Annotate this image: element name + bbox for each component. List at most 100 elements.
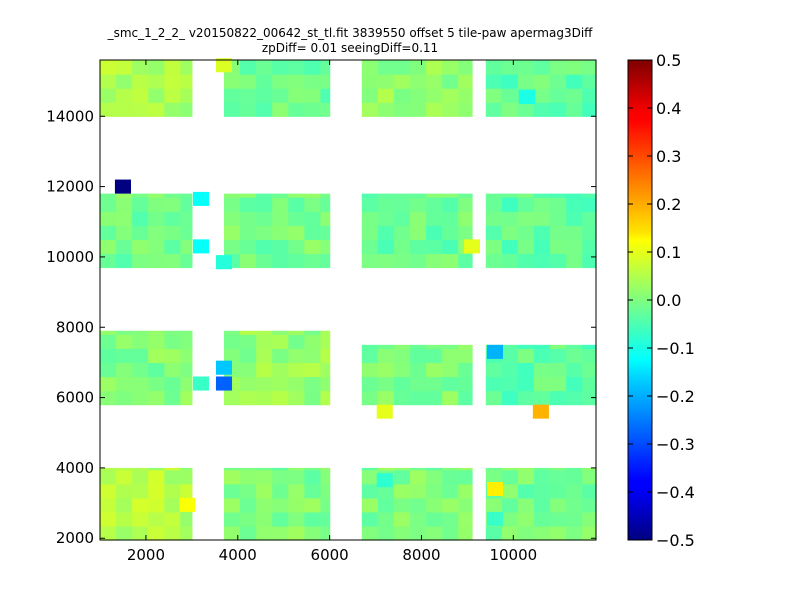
heatmap-cell [240, 511, 257, 527]
heatmap-cell [485, 469, 503, 485]
heatmap-cell [164, 497, 181, 513]
heatmap-cell [164, 483, 181, 499]
heatmap-outlier-cell [486, 511, 503, 526]
heatmap-cell [566, 497, 583, 513]
heatmap-cell [550, 193, 567, 198]
heatmap-cell [240, 88, 257, 103]
colorbar-tick-label: 0.4 [656, 99, 681, 118]
heatmap-cell [224, 483, 241, 499]
heatmap-cell [304, 467, 322, 471]
heatmap-cell [582, 497, 597, 513]
heatmap-cell [582, 102, 597, 117]
heatmap-cell [582, 483, 597, 499]
heatmap-cell [501, 197, 519, 212]
heatmap-cell [377, 253, 395, 269]
heatmap-cell [442, 348, 459, 364]
colorbar-tick-label: 0.2 [656, 195, 681, 214]
heatmap-cell [272, 467, 289, 471]
heatmap-cell [180, 348, 193, 364]
heatmap-cell [288, 497, 305, 513]
heatmap-cell [377, 348, 395, 364]
heatmap-cell [426, 225, 443, 240]
heatmap-cell [550, 483, 567, 499]
heatmap-cell [377, 102, 395, 117]
heatmap-cell [501, 511, 519, 527]
heatmap-cell [224, 211, 241, 226]
heatmap-cell [582, 225, 597, 240]
heatmap-cell [361, 390, 379, 406]
heatmap-cell [550, 102, 567, 117]
heatmap-cell [485, 525, 503, 541]
heatmap-cell [148, 74, 165, 89]
heatmap-cell [256, 362, 273, 378]
heatmap-cell [272, 469, 289, 485]
heatmap-cell [320, 390, 331, 406]
heatmap-cell [100, 253, 117, 269]
heatmap-cell [534, 362, 551, 378]
heatmap-cell [458, 60, 473, 75]
heatmap-cell [361, 60, 379, 75]
heatmap-cell [501, 390, 519, 406]
heatmap-cell [116, 334, 133, 349]
heatmap-cell [272, 497, 289, 513]
heatmap-cell [426, 74, 443, 89]
heatmap-cell [361, 197, 379, 212]
heatmap-cell [256, 197, 273, 212]
heatmap-cell [240, 239, 257, 255]
heatmap-cell [582, 74, 597, 89]
colorbar-tick-label: −0.1 [656, 339, 695, 358]
heatmap-cell [320, 74, 331, 89]
heatmap-cell [534, 483, 551, 499]
heatmap-cell [550, 253, 567, 269]
heatmap-cell [426, 102, 443, 117]
heatmap-cell [501, 376, 519, 392]
heatmap-cell [132, 469, 149, 485]
heatmap-cell [517, 497, 535, 513]
heatmap-cell [320, 60, 331, 75]
heatmap-cell [485, 390, 503, 406]
heatmap-cell [361, 102, 379, 117]
heatmap-cell [116, 511, 133, 527]
heatmap-cell [240, 497, 257, 513]
heatmap-cell [426, 483, 443, 499]
heatmap-cell [288, 525, 305, 541]
heatmap-cell [377, 497, 395, 513]
x-tick-label: 10000 [489, 546, 537, 564]
heatmap-cell [132, 239, 149, 255]
heatmap-cell [550, 74, 567, 89]
heatmap-cell [224, 102, 241, 117]
heatmap-outlier-cell [519, 89, 536, 104]
heatmap-cell [517, 525, 535, 541]
heatmap-cell [272, 348, 289, 364]
heatmap-cell [180, 197, 193, 212]
heatmap-cell [256, 334, 273, 349]
heatmap-cell [148, 469, 165, 485]
heatmap-outlier-cell [215, 255, 233, 270]
heatmap-cell [393, 197, 411, 212]
heatmap-cell [116, 348, 133, 364]
heatmap-cell [361, 211, 379, 226]
colorbar-tick-label: −0.4 [656, 483, 695, 502]
heatmap-cell [180, 225, 193, 240]
heatmap-cell [442, 497, 459, 513]
heatmap-cell [224, 467, 241, 471]
heatmap-cell [132, 525, 149, 541]
heatmap-cell [116, 469, 133, 485]
heatmap-cell [288, 467, 305, 471]
heatmap-cell [410, 511, 427, 527]
heatmap-cell [100, 88, 117, 103]
heatmap-cell [288, 253, 305, 269]
heatmap-cell [566, 348, 583, 364]
heatmap-outlier-cell [376, 473, 393, 488]
heatmap-cell [517, 239, 535, 255]
heatmap-cell [485, 102, 503, 117]
heatmap-cell [458, 253, 473, 269]
heatmap-cell [320, 102, 331, 117]
heatmap-cell [256, 483, 273, 499]
heatmap-cell [550, 362, 567, 378]
heatmap-cell [132, 497, 149, 513]
heatmap-cell [550, 511, 567, 527]
heatmap-cell [501, 253, 519, 269]
heatmap-cell [288, 88, 305, 103]
heatmap-cell [410, 483, 427, 499]
